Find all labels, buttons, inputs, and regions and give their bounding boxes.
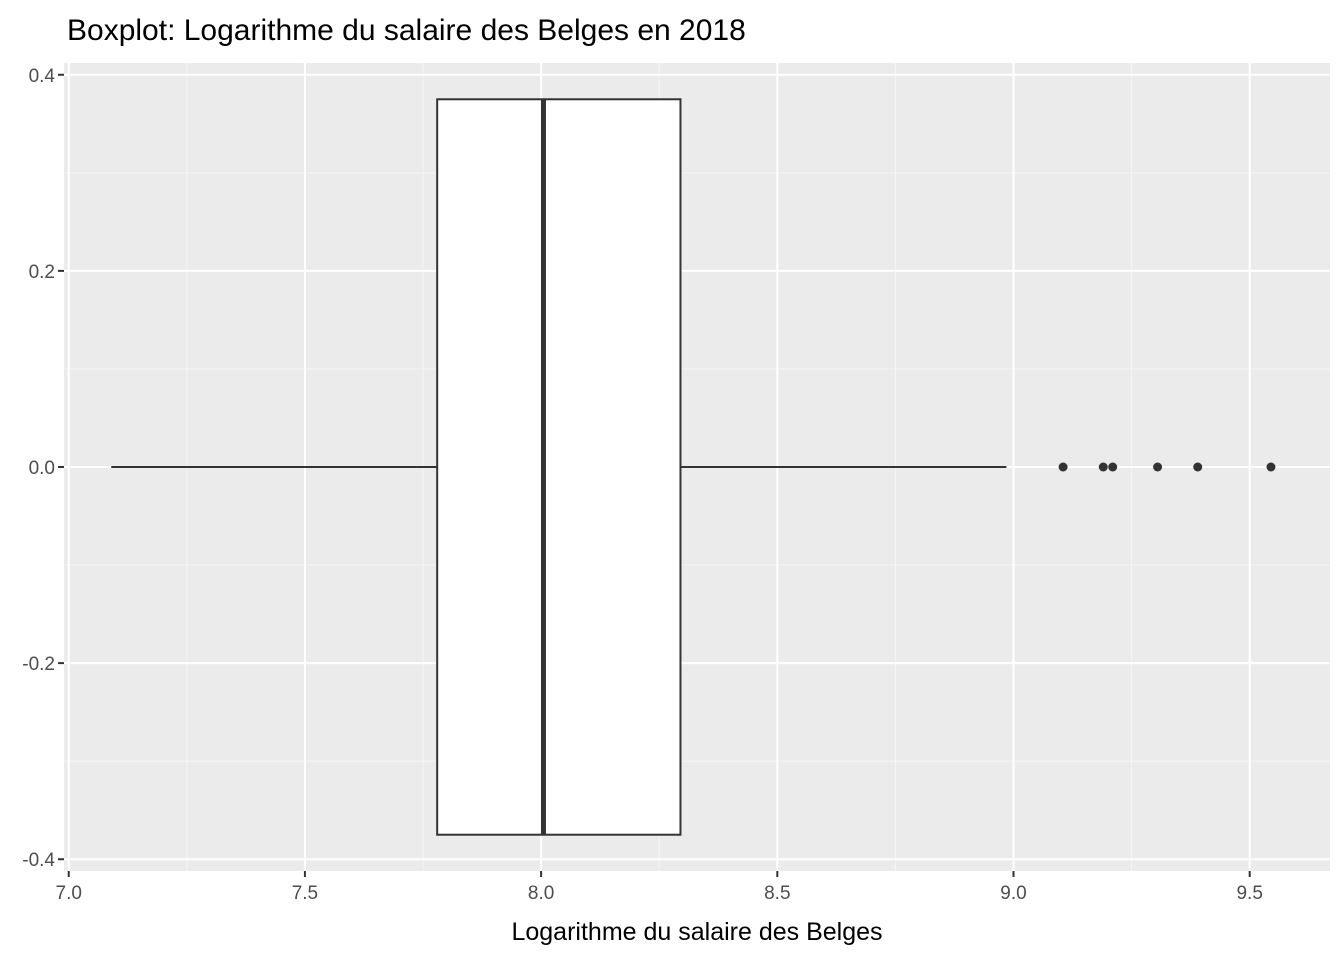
y-tick-label: -0.4 xyxy=(22,850,55,871)
y-tick-label: 0.2 xyxy=(29,262,55,283)
chart-title: Boxplot: Logarithme du salaire des Belge… xyxy=(67,14,746,47)
x-tick-label: 7.0 xyxy=(56,883,82,904)
outlier-point xyxy=(1098,462,1108,472)
x-axis-title: Logarithme du salaire des Belges xyxy=(511,918,882,946)
y-axis: -0.4 -0.2 0.0 0.2 0.4 xyxy=(22,66,64,871)
x-tick-label: 9.5 xyxy=(1236,883,1262,904)
outlier-point xyxy=(1153,462,1163,472)
outlier-point xyxy=(1058,462,1068,472)
outlier-point xyxy=(1108,462,1118,472)
x-tick-label: 8.0 xyxy=(528,883,554,904)
y-tick-label: 0.4 xyxy=(29,66,56,87)
x-axis: 7.0 7.5 8.0 8.5 9.0 9.5 xyxy=(56,871,1263,904)
x-tick-label: 7.5 xyxy=(292,883,318,904)
x-tick-label: 8.5 xyxy=(764,883,790,904)
y-tick-label: 0.0 xyxy=(29,458,55,479)
iqr-box xyxy=(436,98,682,836)
outlier-point xyxy=(1193,462,1203,472)
x-tick-label: 9.0 xyxy=(1000,883,1026,904)
boxplot-marks xyxy=(111,98,1276,836)
outlier-point xyxy=(1266,462,1276,472)
y-tick-label: -0.2 xyxy=(22,654,55,675)
